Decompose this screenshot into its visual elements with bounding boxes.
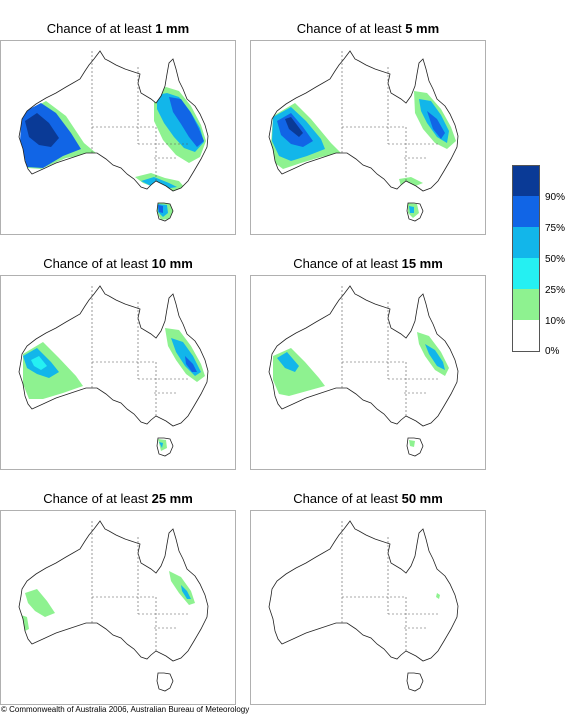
probability-zone bbox=[181, 585, 191, 599]
rainfall-zones bbox=[273, 332, 449, 447]
probability-zone bbox=[399, 177, 423, 187]
map-50mm bbox=[250, 510, 486, 705]
map-25mm bbox=[0, 510, 236, 705]
panel-title: Chance of at least 5 mm bbox=[296, 21, 440, 36]
legend-label-25: 25% bbox=[545, 285, 566, 296]
panel-title: Chance of at least 15 mm bbox=[293, 256, 443, 271]
probability-zone bbox=[427, 111, 445, 139]
coastline bbox=[18, 285, 209, 427]
rainfall-zones bbox=[436, 593, 440, 599]
probability-zone bbox=[277, 352, 299, 372]
coastline bbox=[268, 520, 459, 662]
legend: 90% 75% 50% 25% 10% 0% bbox=[512, 165, 570, 360]
coastline bbox=[268, 50, 459, 192]
probability-zone bbox=[436, 593, 440, 599]
probability-zone bbox=[285, 117, 303, 137]
map-1mm bbox=[0, 40, 236, 235]
coastline bbox=[18, 520, 209, 662]
rainfall-zones bbox=[20, 87, 206, 220]
legend-label-90: 90% bbox=[545, 192, 566, 203]
coastline bbox=[18, 50, 209, 192]
map-5mm bbox=[250, 40, 486, 235]
tasmania-coastline bbox=[156, 202, 174, 222]
panel-title: Chance of at least 10 mm bbox=[43, 256, 193, 271]
legend-swatch-25 bbox=[512, 258, 540, 289]
legend-label-10: 10% bbox=[545, 316, 566, 327]
probability-zone bbox=[273, 348, 325, 396]
map-10mm bbox=[0, 275, 236, 470]
probability-zone bbox=[169, 97, 204, 147]
map-15mm bbox=[250, 275, 486, 470]
coastline bbox=[268, 285, 459, 427]
rainfall-zones bbox=[23, 328, 205, 451]
probability-zone bbox=[25, 113, 59, 147]
probability-zone bbox=[425, 344, 445, 370]
tasmania-coastline bbox=[406, 202, 424, 222]
legend-swatch-10 bbox=[512, 289, 540, 320]
legend-swatch-50 bbox=[512, 227, 540, 258]
panel-title: Chance of at least 1 mm bbox=[46, 21, 190, 36]
tasmania-coastline bbox=[156, 437, 174, 457]
probability-zone bbox=[409, 440, 415, 447]
legend-label-0: 0% bbox=[545, 346, 560, 357]
panel-title: Chance of at least 25 mm bbox=[43, 491, 193, 506]
tasmania-coastline bbox=[406, 672, 424, 692]
tasmania-coastline bbox=[406, 437, 424, 457]
rainfall-zones bbox=[271, 91, 456, 218]
legend-label-50: 50% bbox=[545, 254, 566, 265]
rainfall-zones bbox=[21, 571, 195, 631]
probability-zone bbox=[159, 442, 163, 448]
copyright-notice: © Commonwealth of Australia 2006, Austra… bbox=[1, 705, 250, 714]
probability-zone bbox=[31, 356, 47, 370]
probability-zone bbox=[158, 205, 163, 213]
legend-swatch-90 bbox=[512, 165, 540, 196]
panel-title: Chance of at least 50 mm bbox=[293, 491, 443, 506]
probability-zone bbox=[409, 206, 414, 213]
tasmania-coastline bbox=[156, 672, 174, 692]
probability-zone bbox=[185, 356, 197, 372]
legend-label-75: 75% bbox=[545, 223, 566, 234]
probability-zone bbox=[25, 589, 55, 617]
legend-swatch-0 bbox=[512, 320, 540, 352]
legend-swatch-75 bbox=[512, 196, 540, 227]
